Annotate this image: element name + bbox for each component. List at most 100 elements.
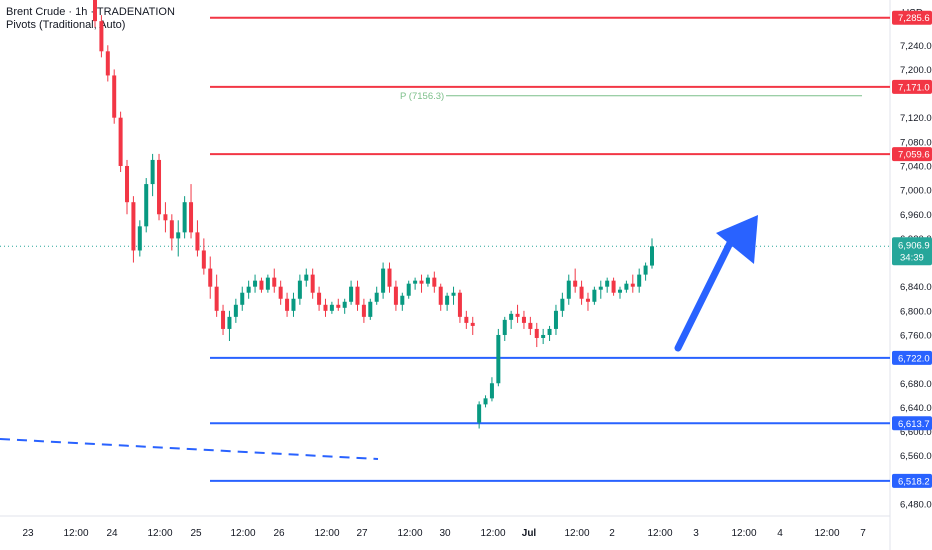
candle-body — [233, 304, 238, 317]
candle-body — [93, 0, 97, 22]
candle-body — [214, 286, 219, 311]
candle-body — [221, 310, 226, 329]
candle-body — [349, 286, 354, 302]
x-tick-label: 7 — [860, 528, 866, 539]
candle-body — [272, 277, 277, 287]
candle-body — [304, 274, 309, 281]
candle-body — [189, 202, 194, 233]
candle-body — [489, 383, 494, 399]
candle-body — [310, 274, 315, 293]
arrow-shaft — [674, 233, 737, 352]
y-tick-label: 6,960.0 — [900, 210, 932, 221]
candle-body — [329, 304, 334, 311]
candle-body — [509, 313, 514, 320]
x-tick-label: 12:00 — [230, 528, 255, 539]
candle-body — [438, 286, 443, 305]
candle-body — [361, 304, 366, 317]
candle-body — [355, 286, 360, 305]
candle-body — [605, 280, 610, 287]
candle-body — [515, 313, 520, 317]
x-tick-label: 23 — [22, 528, 34, 539]
y-tick-label: 6,760.0 — [900, 330, 932, 341]
y-tick-label: 7,000.0 — [900, 186, 932, 197]
candle-body — [240, 292, 245, 305]
candle-body — [553, 310, 558, 329]
candle-body — [637, 274, 642, 287]
candle-body — [368, 301, 373, 317]
level-price-badge — [892, 350, 932, 365]
candle-body — [457, 292, 462, 317]
y-tick-label: 6,480.0 — [900, 499, 932, 510]
x-tick-label: 12:00 — [564, 528, 589, 539]
candle-body — [374, 292, 379, 302]
candle-body — [502, 319, 507, 335]
candle-body — [579, 286, 584, 299]
candle-body — [560, 298, 565, 311]
x-tick-label: 2 — [609, 528, 615, 539]
x-tick-label: 12:00 — [397, 528, 422, 539]
x-tick-label: Jul — [522, 528, 537, 539]
y-tick-label: 7,240.0 — [900, 41, 932, 52]
candle-body — [534, 328, 539, 338]
y-tick-label: 6,640.0 — [900, 403, 932, 414]
level-price-badge — [892, 79, 932, 94]
y-tick-label: 6,560.0 — [900, 451, 932, 462]
level-price-badge — [892, 10, 932, 25]
pivot-p-label: P (7156.3) — [400, 91, 444, 102]
candle-body — [617, 289, 622, 293]
candle-body — [496, 334, 501, 384]
x-tick-label: 25 — [190, 528, 202, 539]
candle-body — [317, 292, 322, 305]
candle-body — [118, 117, 123, 166]
level-price-label: 6,613.7 — [898, 419, 930, 430]
level-price-label: 6,722.0 — [898, 353, 930, 364]
y-tick-label: 6,840.0 — [900, 282, 932, 293]
arrow-head — [716, 215, 758, 264]
candle-body — [425, 277, 430, 284]
candle-body — [105, 51, 110, 76]
level-price-label: 7,285.6 — [898, 13, 930, 24]
level-price-badge — [892, 473, 932, 488]
candle-body — [265, 277, 270, 290]
dashed-trendline — [0, 438, 379, 460]
x-tick-label: 24 — [106, 528, 118, 539]
candle-body — [451, 292, 456, 296]
candle-body — [598, 286, 603, 290]
candle-body — [630, 283, 635, 287]
candle-body — [182, 202, 187, 233]
candle-body — [432, 277, 437, 287]
candle-body — [573, 280, 578, 287]
x-tick-label: 12:00 — [814, 528, 839, 539]
candle-body — [323, 304, 328, 311]
candle-body — [393, 286, 398, 305]
candle-body — [470, 322, 475, 326]
y-tick-label: 6,600.0 — [900, 427, 932, 438]
level-price-label: 7,059.6 — [898, 150, 930, 161]
candle-body — [176, 232, 181, 239]
candle-body — [144, 184, 149, 227]
candle-body — [464, 316, 469, 323]
y-tick-label: 7,200.0 — [900, 65, 932, 76]
candle-body — [483, 398, 488, 405]
level-price-label: 7,171.0 — [898, 82, 930, 93]
x-tick-label: 12:00 — [63, 528, 88, 539]
candle-body — [99, 21, 104, 52]
candle-body — [342, 301, 347, 308]
candle-body — [150, 159, 155, 185]
candle-body — [291, 298, 296, 311]
candle-body — [137, 226, 142, 251]
level-price-label: 6,518.2 — [898, 476, 930, 487]
candle-body — [259, 280, 264, 290]
candle-body — [541, 334, 546, 338]
candle-body — [125, 165, 130, 203]
indicator-label: Pivots (Traditional, Auto) — [6, 19, 126, 31]
candle-body — [413, 280, 418, 284]
candle-body — [227, 316, 232, 329]
candle-body — [643, 265, 648, 275]
chart-title: Brent Crude · 1h · TRADENATION — [6, 6, 175, 18]
x-tick-label: 4 — [777, 528, 783, 539]
candle-body — [445, 295, 450, 305]
candle-body — [278, 286, 283, 299]
candle-body — [611, 280, 616, 293]
